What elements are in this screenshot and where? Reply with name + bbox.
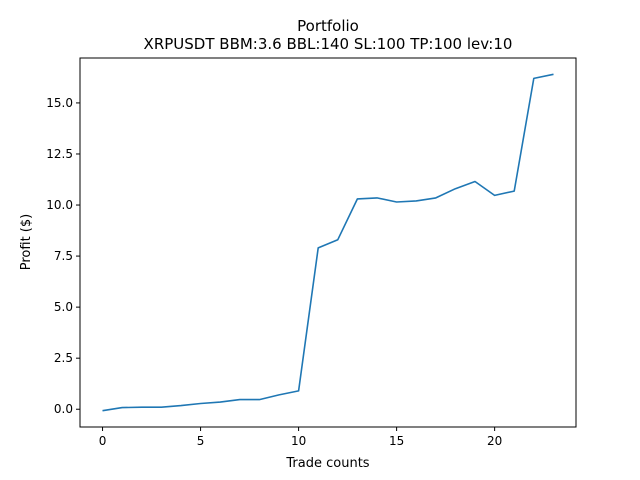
y-tick-label: 7.5 bbox=[54, 249, 73, 263]
x-tick-label: 10 bbox=[291, 434, 306, 448]
x-tick-label: 20 bbox=[487, 434, 502, 448]
series-line bbox=[102, 73, 554, 412]
y-tick-label: 0.0 bbox=[54, 402, 73, 416]
series-layer bbox=[102, 73, 554, 412]
y-tick-label: 15.0 bbox=[46, 96, 73, 110]
y-axis: 0.0 2.5 5.0 7.5 10.0 12.5 15.0 bbox=[46, 96, 80, 416]
y-tick-label: 12.5 bbox=[46, 147, 73, 161]
x-axis-label: Trade counts bbox=[285, 456, 369, 471]
x-axis: 0 5 10 15 20 bbox=[99, 427, 502, 448]
plot-area bbox=[79, 57, 577, 428]
x-tick-label: 15 bbox=[389, 434, 404, 448]
x-tick-label: 5 bbox=[197, 434, 205, 448]
y-axis-label: Profit ($) bbox=[19, 214, 34, 270]
y-tick-label: 2.5 bbox=[54, 351, 73, 365]
y-tick-label: 10.0 bbox=[46, 198, 73, 212]
chart-title: Portfolio bbox=[297, 17, 359, 35]
chart-subtitle: XRPUSDT BBM:3.6 BBL:140 SL:100 TP:100 le… bbox=[144, 35, 513, 53]
x-tick-label: 0 bbox=[99, 434, 107, 448]
y-tick-label: 5.0 bbox=[54, 300, 73, 314]
